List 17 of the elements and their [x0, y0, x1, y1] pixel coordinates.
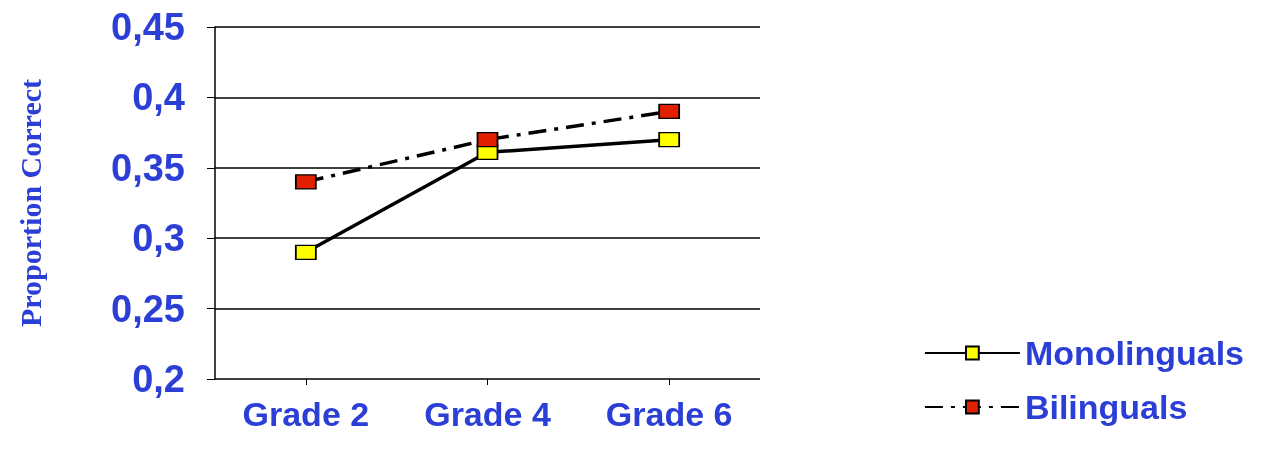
point — [295, 244, 317, 261]
y-tick-label: 0,25 — [111, 287, 185, 330]
y-tick-label: 0,4 — [132, 76, 185, 119]
x-tick-label: Grade 4 — [424, 395, 551, 433]
y-tick-label: 0,45 — [111, 6, 185, 48]
x-tick-label: Grade 2 — [242, 395, 370, 433]
point — [295, 174, 317, 190]
y-tick-label: 0,3 — [132, 217, 185, 260]
y-tick-label: 0,35 — [111, 146, 185, 189]
point — [658, 131, 680, 148]
y-tick-label: 0,2 — [132, 358, 185, 400]
y-axis-title: Proportion Correct — [13, 79, 47, 327]
point — [476, 131, 499, 148]
legend-label: Monolinguals — [1024, 334, 1244, 372]
x-tick-label: Grade 6 — [605, 395, 733, 433]
point — [658, 103, 680, 120]
legend-label: Bilinguals — [1024, 388, 1188, 426]
